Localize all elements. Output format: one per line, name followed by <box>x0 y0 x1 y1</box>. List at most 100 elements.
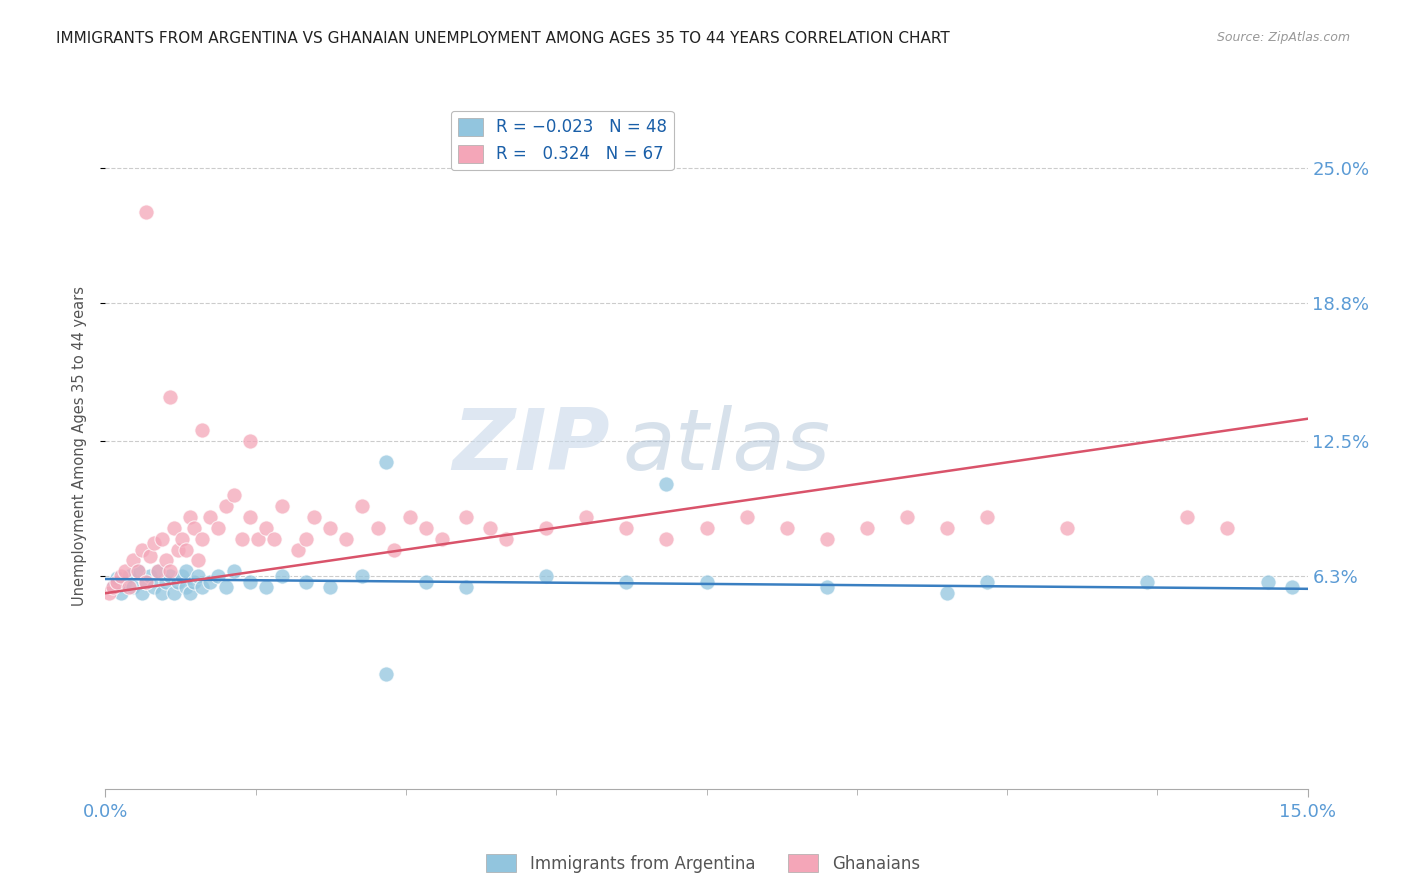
Point <box>295 532 318 546</box>
Point <box>1175 509 1198 524</box>
Point <box>146 565 169 579</box>
Point <box>295 575 318 590</box>
Point <box>162 586 184 600</box>
Point <box>735 509 758 524</box>
Point <box>302 509 325 524</box>
Point <box>815 580 838 594</box>
Point <box>118 580 141 594</box>
Point <box>239 434 262 448</box>
Point <box>150 586 173 600</box>
Y-axis label: Unemployment Among Ages 35 to 44 years: Unemployment Among Ages 35 to 44 years <box>72 286 87 606</box>
Point <box>198 509 221 524</box>
Point <box>187 553 209 567</box>
Point <box>127 565 149 579</box>
Point <box>430 532 453 546</box>
Point <box>350 499 373 513</box>
Point <box>162 521 184 535</box>
Point <box>616 575 638 590</box>
Point <box>936 521 959 535</box>
Text: ZIP: ZIP <box>453 404 610 488</box>
Point <box>335 532 357 546</box>
Point <box>1281 580 1303 594</box>
Point <box>150 532 173 546</box>
Point <box>1056 521 1078 535</box>
Point <box>776 521 799 535</box>
Point <box>114 565 136 579</box>
Point <box>131 542 153 557</box>
Point <box>976 509 998 524</box>
Point <box>142 536 165 550</box>
Point <box>103 580 125 594</box>
Point <box>159 565 181 579</box>
Point <box>415 575 437 590</box>
Point <box>815 532 838 546</box>
Point <box>222 565 245 579</box>
Point <box>270 499 292 513</box>
Point <box>1136 575 1159 590</box>
Point <box>1216 521 1239 535</box>
Point <box>655 477 678 491</box>
Point <box>1257 575 1279 590</box>
Point <box>198 575 221 590</box>
Point <box>222 488 245 502</box>
Point <box>170 532 193 546</box>
Point <box>127 565 149 579</box>
Point <box>183 521 205 535</box>
Point <box>118 568 141 582</box>
Point <box>214 580 236 594</box>
Point <box>135 204 157 219</box>
Point <box>231 532 253 546</box>
Point <box>159 390 181 404</box>
Point <box>263 532 285 546</box>
Point <box>174 542 197 557</box>
Point <box>382 542 405 557</box>
Point <box>190 532 212 546</box>
Point <box>179 509 201 524</box>
Point <box>166 542 188 557</box>
Point <box>107 571 129 585</box>
Point <box>239 509 262 524</box>
Point <box>174 580 197 594</box>
Point <box>166 575 188 590</box>
Point <box>107 575 129 590</box>
Point <box>270 568 292 582</box>
Point <box>495 532 517 546</box>
Legend: Immigrants from Argentina, Ghanaians: Immigrants from Argentina, Ghanaians <box>479 847 927 880</box>
Point <box>696 521 718 535</box>
Point <box>207 568 229 582</box>
Point <box>696 575 718 590</box>
Point <box>456 509 478 524</box>
Point <box>122 553 145 567</box>
Point <box>190 580 212 594</box>
Point <box>479 521 502 535</box>
Point <box>159 568 181 582</box>
Point <box>146 565 169 579</box>
Point <box>350 568 373 582</box>
Text: IMMIGRANTS FROM ARGENTINA VS GHANAIAN UNEMPLOYMENT AMONG AGES 35 TO 44 YEARS COR: IMMIGRANTS FROM ARGENTINA VS GHANAIAN UN… <box>56 31 950 46</box>
Point <box>103 580 125 594</box>
Point <box>415 521 437 535</box>
Point <box>399 509 422 524</box>
Point <box>190 423 212 437</box>
Point <box>287 542 309 557</box>
Point <box>319 521 342 535</box>
Point <box>122 580 145 594</box>
Text: atlas: atlas <box>623 404 831 488</box>
Point <box>374 666 398 681</box>
Point <box>110 568 132 582</box>
Point <box>207 521 229 535</box>
Point <box>254 580 277 594</box>
Point <box>174 565 197 579</box>
Point <box>138 549 160 563</box>
Point <box>179 586 201 600</box>
Point <box>976 575 998 590</box>
Point <box>374 455 398 469</box>
Point <box>155 575 177 590</box>
Point <box>98 586 121 600</box>
Point <box>187 568 209 582</box>
Point <box>155 553 177 567</box>
Point <box>534 521 557 535</box>
Point <box>110 586 132 600</box>
Point <box>131 586 153 600</box>
Text: Source: ZipAtlas.com: Source: ZipAtlas.com <box>1216 31 1350 45</box>
